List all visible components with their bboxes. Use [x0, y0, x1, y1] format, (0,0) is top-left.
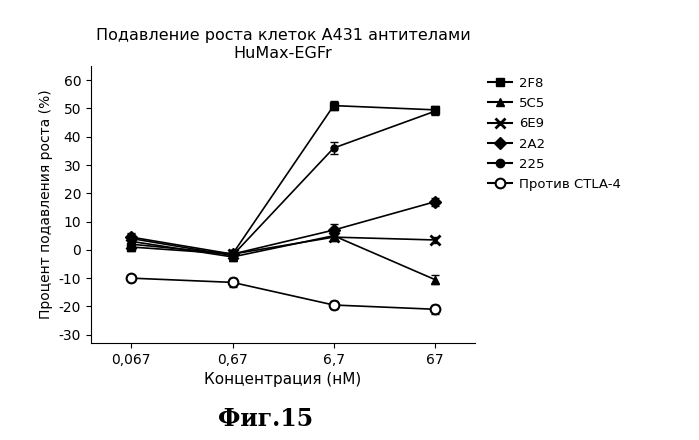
X-axis label: Концентрация (нМ): Концентрация (нМ) — [205, 373, 361, 388]
Title: Подавление роста клеток А431 антителами
HuMax-EGFr: Подавление роста клеток А431 антителами … — [96, 28, 470, 61]
Y-axis label: Процент подавления роста (%): Процент подавления роста (%) — [39, 90, 53, 319]
Text: Фиг.15: Фиг.15 — [218, 407, 313, 431]
Legend: 2F8, 5C5, 6E9, 2A2, 225, Против CTLA-4: 2F8, 5C5, 6E9, 2A2, 225, Против CTLA-4 — [483, 72, 626, 196]
